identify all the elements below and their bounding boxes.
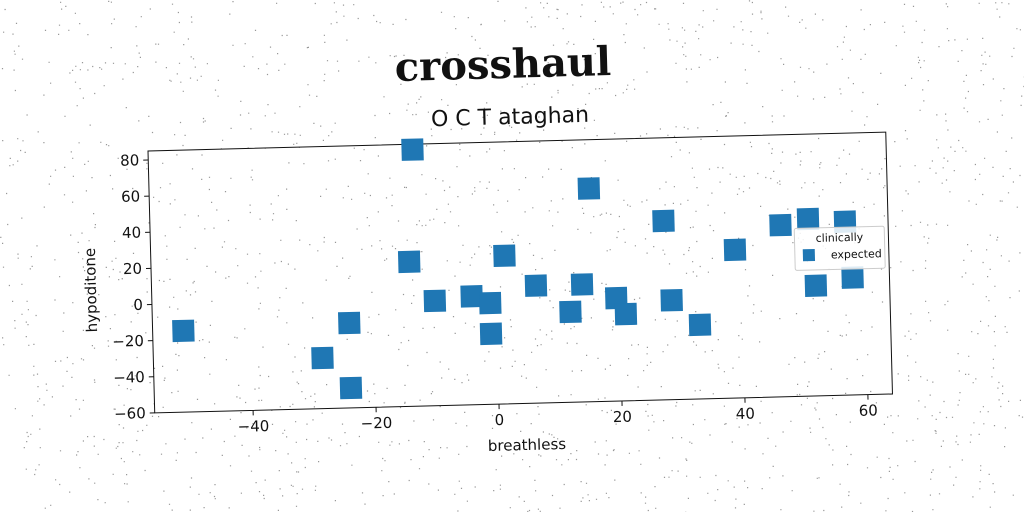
legend-marker [803, 249, 815, 261]
data-point [401, 138, 424, 161]
y-axis-label: hypoditone [81, 248, 101, 333]
data-point [525, 274, 548, 297]
legend-title: clinically [816, 231, 864, 245]
data-point [338, 312, 361, 335]
x-tick-label: −20 [360, 414, 392, 433]
x-axis: −40 −20 0 20 40 60 [237, 394, 878, 435]
data-point [769, 214, 792, 237]
y-tick-label: 60 [121, 187, 141, 205]
y-tick-label: −20 [112, 332, 144, 351]
x-tick-label: 0 [494, 411, 504, 429]
plot-area: −40 −20 0 20 40 60 −60 −40 −20 0 20 40 60 80 clinica… [107, 127, 893, 439]
data-point [493, 244, 516, 267]
y-tick-label: 40 [122, 224, 142, 242]
y-tick-label: 20 [123, 260, 143, 278]
data-point [660, 289, 683, 312]
data-point [805, 274, 828, 297]
data-point [340, 377, 363, 400]
x-tick-label: 60 [859, 401, 879, 419]
data-point [724, 239, 747, 262]
y-tick-label: −60 [114, 404, 146, 423]
legend-label: expected [831, 247, 882, 261]
chart-subtitle: O C T ataghan [431, 103, 590, 132]
y-tick-label: 0 [133, 296, 143, 314]
data-point [311, 347, 334, 370]
x-axis-label: breathless [488, 435, 567, 455]
data-point [424, 290, 447, 313]
scatter-points [168, 127, 867, 403]
x-tick-label: 20 [613, 408, 633, 426]
data-point [480, 323, 503, 346]
y-tick-label: −40 [113, 368, 145, 387]
data-point [797, 208, 820, 231]
y-axis: −60 −40 −20 0 20 40 60 80 [107, 151, 155, 423]
data-point [172, 320, 195, 343]
data-point [559, 301, 582, 324]
x-tick-label: 40 [736, 405, 756, 423]
data-point [578, 177, 601, 200]
data-point [571, 273, 594, 296]
chart-title: crosshaul [394, 38, 612, 91]
x-tick-label: −40 [237, 417, 269, 436]
y-tick-label: 80 [120, 151, 140, 169]
data-point [652, 210, 675, 233]
legend: clinically expected [794, 226, 885, 270]
data-point [398, 251, 421, 274]
data-point [689, 314, 712, 337]
plot-frame [148, 132, 892, 413]
data-point [615, 303, 638, 326]
data-point [479, 292, 502, 315]
